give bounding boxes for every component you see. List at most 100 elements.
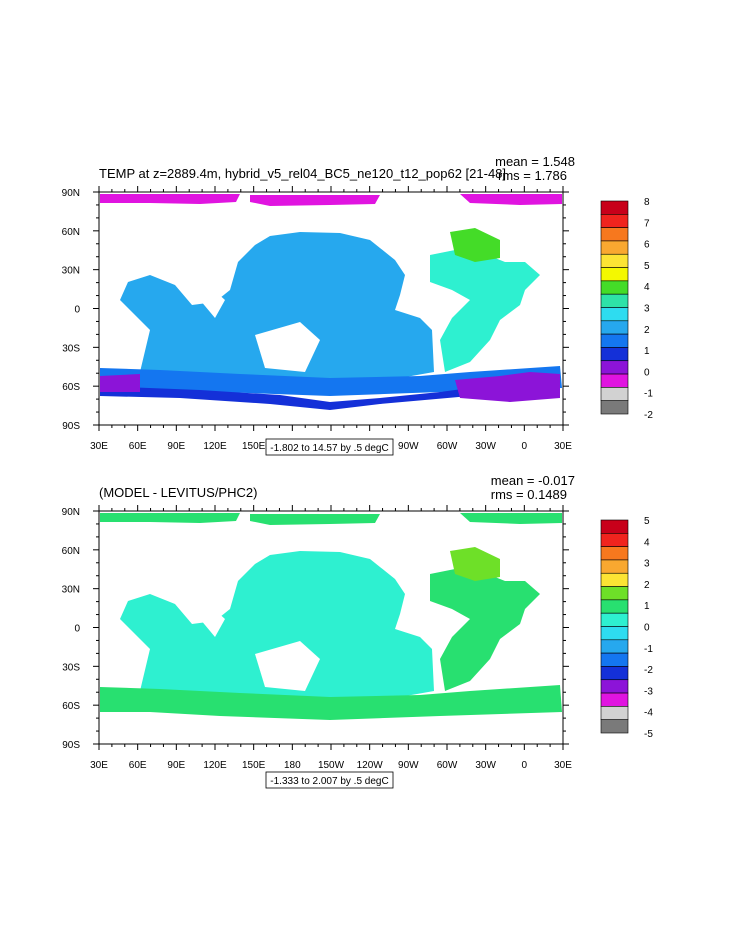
bottom-colorbar-swatch — [600, 692, 629, 707]
bottom-colorbar-swatch — [600, 559, 629, 574]
bottom-range-label: -1.333 to 2.007 by .5 degC — [270, 776, 388, 787]
top-colorbar-label: -2 — [644, 410, 653, 421]
top-colorbar-label: 6 — [644, 240, 650, 251]
bottom-colorbar-label: 1 — [644, 601, 650, 612]
top-colorbar-swatch — [600, 267, 629, 282]
bottom-x-tick-label: 30E — [554, 760, 572, 771]
bottom-colorbar-swatch — [600, 652, 629, 667]
top-range-label: -1.802 to 14.57 by .5 degC — [270, 443, 388, 454]
bottom-x-tick-label: 90E — [167, 760, 185, 771]
bottom-y-tick-label: 30N — [62, 585, 80, 596]
bottom-colorbar-label: 0 — [644, 623, 650, 634]
bottom-colorbar-swatch — [600, 533, 629, 547]
top-colorbar-swatch — [600, 200, 629, 215]
top-southern-band — [100, 366, 562, 396]
top-x-tick-label: 120E — [203, 441, 227, 452]
bottom-y-tick-label: 90S — [62, 740, 80, 751]
bottom-colorbar-swatch — [600, 639, 629, 654]
bottom-y-tick-label: 90N — [62, 507, 80, 518]
bottom-panel-rms: rms = 0.1489 — [491, 487, 567, 502]
top-colorbar-label: 3 — [644, 304, 650, 315]
top-colorbar-swatch — [600, 227, 629, 242]
bottom-colorbar-swatch — [600, 586, 629, 601]
bottom-y-tick-label: 60N — [62, 546, 80, 557]
bottom-x-tick-label: 150E — [242, 760, 266, 771]
top-panel-title: TEMP at z=2889.4m, hybrid_v5_rel04_BC5_n… — [99, 166, 506, 181]
bottom-colorbar-label: 4 — [644, 537, 650, 548]
bottom-x-tick-label: 30W — [475, 760, 496, 771]
bottom-colorbar-swatch — [600, 666, 629, 681]
bottom-colorbar-label: 5 — [644, 516, 650, 527]
top-x-tick-label: 60W — [437, 441, 458, 452]
top-colorbar-swatch — [600, 347, 629, 362]
top-x-tick-label: 90E — [167, 441, 185, 452]
bottom-colorbar-swatch — [600, 706, 629, 720]
top-colorbar-label: 4 — [644, 282, 650, 293]
top-arctic-ocean — [100, 194, 562, 206]
top-colorbar-swatch — [600, 280, 629, 295]
top-y-tick-label: 60S — [62, 382, 80, 393]
bottom-range-box — [265, 771, 394, 789]
bottom-panel-title: (MODEL - LEVITUS/PHC2) — [99, 485, 257, 500]
top-y-tick-label: 30S — [62, 343, 80, 354]
top-colorbar-swatch — [600, 360, 629, 375]
bottom-colorbar-swatch — [600, 572, 629, 587]
bottom-colorbar-label: -4 — [644, 708, 653, 719]
top-panel-rms: rms = 1.786 — [498, 168, 567, 183]
bottom-colorbar-label: 2 — [644, 580, 650, 591]
top-y-tick-label: 90N — [62, 188, 80, 199]
bottom-colorbar-swatch — [600, 612, 629, 627]
bottom-x-axis: 30E 60E 90E 120E 150E 180 150W 120W 90W 60W 30W 0 30… — [90, 505, 572, 771]
bottom-southern-ocean — [100, 685, 562, 720]
top-x-tick-label: 60E — [129, 441, 147, 452]
top-y-tick-label: 30N — [62, 266, 80, 277]
bottom-colorbar-swatch — [600, 626, 629, 641]
bottom-pacific-ocean — [120, 551, 434, 697]
bottom-map — [99, 511, 563, 744]
top-x-tick-label: 90W — [398, 441, 419, 452]
bottom-x-tick-label: 150W — [318, 760, 345, 771]
top-colorbar-swatch — [600, 214, 629, 228]
top-x-tick-label: 30E — [554, 441, 572, 452]
top-y-tick-label: 90S — [62, 421, 80, 432]
bottom-y-tick-label: 30S — [62, 662, 80, 673]
bottom-colorbar: 5 4 3 2 1 0 -1 -2 -3 -4 -5 — [600, 516, 653, 740]
bottom-atlantic-ocean — [430, 569, 540, 691]
bottom-nordic-patch — [450, 547, 500, 581]
bottom-arctic-ocean — [100, 513, 562, 525]
bottom-x-tick-label: 120W — [357, 760, 384, 771]
bottom-colorbar-label: -5 — [644, 729, 653, 740]
bottom-colorbar-label: -3 — [644, 686, 653, 697]
top-colorbar: 8 7 6 5 4 3 2 1 0 -1 -2 — [600, 197, 653, 421]
top-pacific-ocean — [120, 232, 434, 378]
top-colorbar-swatch — [600, 240, 629, 255]
top-colorbar-swatch — [600, 320, 629, 335]
top-colorbar-swatch — [600, 387, 629, 401]
top-colorbar-label: -1 — [644, 389, 653, 400]
top-x-tick-label: 0 — [522, 441, 528, 452]
bottom-panel-mean: mean = -0.017 — [491, 473, 575, 488]
top-colorbar-swatch — [600, 293, 629, 308]
top-y-tick-label: 0 — [74, 305, 80, 316]
top-x-tick-label: 30W — [475, 441, 496, 452]
bottom-colorbar-swatch — [600, 599, 629, 614]
bottom-x-tick-label: 60E — [129, 760, 147, 771]
bottom-x-tick-label: 90W — [398, 760, 419, 771]
top-range-box — [265, 438, 394, 456]
top-weddell-patch — [455, 372, 560, 402]
bottom-colorbar-label: 3 — [644, 559, 650, 570]
top-x-tick-label: 150E — [242, 441, 266, 452]
top-colorbar-label: 5 — [644, 261, 650, 272]
top-colorbar-label: 8 — [644, 197, 650, 208]
bottom-colorbar-swatch — [600, 546, 629, 561]
bottom-panel: (MODEL - LEVITUS/PHC2) mean = -0.017 rms… — [62, 473, 653, 789]
top-colorbar-swatch — [600, 373, 629, 388]
bottom-colorbar-swatch — [600, 519, 629, 534]
top-y-tick-label: 60N — [62, 227, 80, 238]
top-y-axis: 90N 60N 30N 0 30S 60S 90S — [62, 188, 569, 432]
top-colorbar-swatch — [600, 253, 629, 268]
top-greenland-patch — [450, 228, 500, 262]
top-colorbar-swatch — [600, 400, 629, 415]
bottom-colorbar-swatch — [600, 719, 629, 734]
